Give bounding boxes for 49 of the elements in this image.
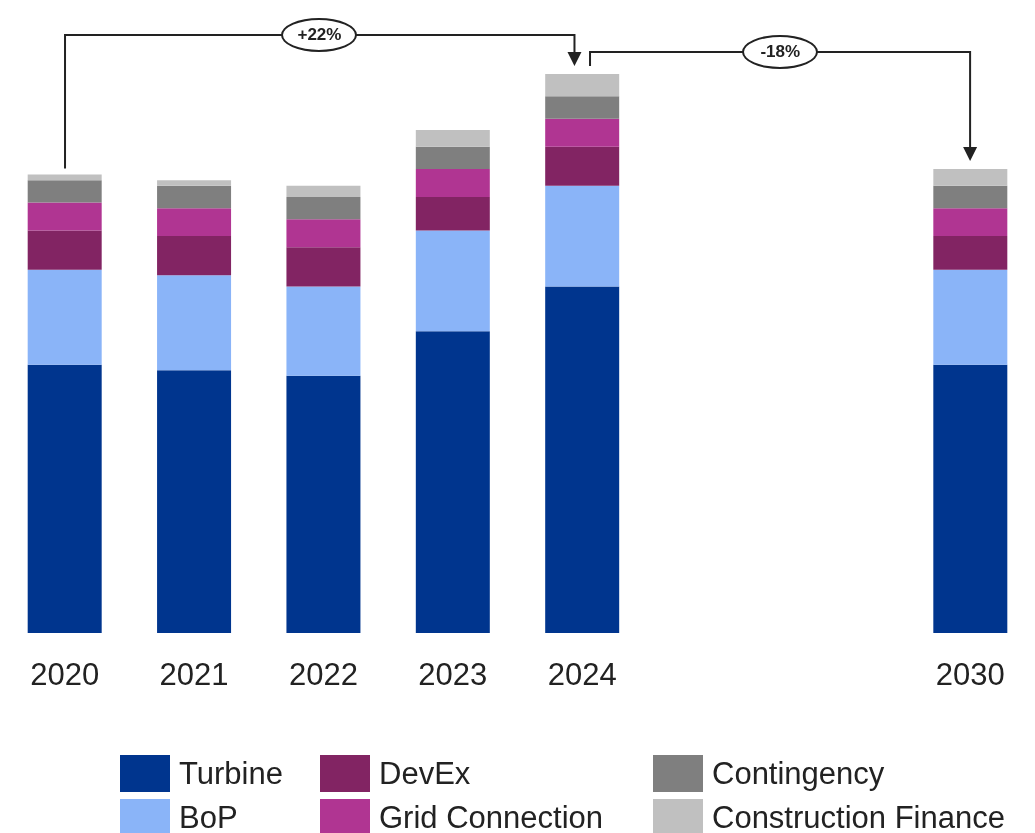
legend-label: Turbine <box>179 756 283 791</box>
x-tick-label: 2023 <box>418 657 488 692</box>
bar <box>286 247 361 287</box>
x-tick-label: 2020 <box>30 657 100 692</box>
bar <box>545 74 620 97</box>
text: +22% <box>281 18 358 52</box>
bar <box>415 196 490 231</box>
bar <box>157 370 232 633</box>
bar <box>157 180 232 186</box>
x-tick-label: 2021 <box>159 657 229 692</box>
bar <box>545 185 620 287</box>
bar <box>286 286 361 376</box>
bar <box>933 208 1008 237</box>
x-tick-label: 2030 <box>935 657 1005 692</box>
bar <box>545 146 620 186</box>
bar <box>286 219 361 248</box>
bar <box>415 331 490 633</box>
bar <box>27 202 102 231</box>
legend-label: Grid Connection <box>379 800 604 833</box>
bar <box>933 185 1008 209</box>
bar <box>545 118 620 147</box>
bar <box>157 185 232 209</box>
bar <box>545 96 620 119</box>
bar <box>286 196 361 220</box>
bar <box>545 286 620 633</box>
legend-label: DevEx <box>379 756 471 791</box>
legend-label: Construction Finance <box>712 800 1005 833</box>
bar <box>933 169 1008 186</box>
bar <box>27 180 102 203</box>
x-tick-label: 2022 <box>288 657 358 692</box>
bar <box>415 169 490 197</box>
bar <box>415 129 490 147</box>
bar <box>157 236 232 276</box>
bar <box>286 185 361 197</box>
legend-label: BoP <box>179 800 238 833</box>
bar <box>157 208 232 237</box>
bar <box>286 375 361 633</box>
bar <box>933 364 1008 633</box>
bar <box>933 269 1008 365</box>
bar <box>933 236 1008 270</box>
bar <box>415 146 490 170</box>
bar <box>415 230 490 332</box>
legend-label: Contingency <box>712 756 885 791</box>
bar <box>27 269 102 365</box>
x-tick-label: 2024 <box>547 657 617 692</box>
text: -18% <box>742 35 819 69</box>
bar <box>157 275 232 371</box>
bar <box>27 230 102 270</box>
bar <box>27 364 102 633</box>
